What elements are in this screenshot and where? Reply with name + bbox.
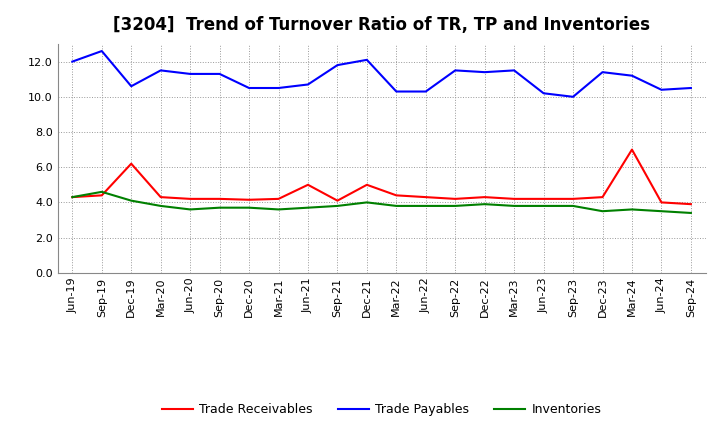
Trade Receivables: [186, 196, 194, 202]
Trade Receivables: [304, 182, 312, 187]
Trade Receivables: [333, 198, 342, 203]
Inventories: [687, 210, 696, 216]
Inventories: [451, 203, 459, 209]
Trade Payables: [186, 71, 194, 77]
Inventories: [186, 207, 194, 212]
Trade Payables: [392, 89, 400, 94]
Inventories: [480, 202, 489, 207]
Trade Receivables: [421, 194, 430, 200]
Title: [3204]  Trend of Turnover Ratio of TR, TP and Inventories: [3204] Trend of Turnover Ratio of TR, TP…: [113, 16, 650, 34]
Inventories: [392, 203, 400, 209]
Line: Trade Payables: Trade Payables: [72, 51, 691, 97]
Line: Trade Receivables: Trade Receivables: [72, 150, 691, 204]
Trade Payables: [598, 70, 607, 75]
Trade Receivables: [510, 196, 518, 202]
Trade Payables: [245, 85, 253, 91]
Trade Payables: [274, 85, 283, 91]
Trade Payables: [215, 71, 224, 77]
Legend: Trade Receivables, Trade Payables, Inventories: Trade Receivables, Trade Payables, Inven…: [157, 398, 606, 421]
Trade Receivables: [156, 194, 165, 200]
Inventories: [245, 205, 253, 210]
Trade Receivables: [539, 196, 548, 202]
Trade Receivables: [215, 196, 224, 202]
Trade Payables: [569, 94, 577, 99]
Inventories: [598, 209, 607, 214]
Trade Receivables: [657, 200, 666, 205]
Trade Payables: [363, 57, 372, 62]
Trade Receivables: [598, 194, 607, 200]
Trade Receivables: [68, 194, 76, 200]
Trade Payables: [156, 68, 165, 73]
Trade Payables: [97, 48, 106, 54]
Inventories: [421, 203, 430, 209]
Trade Payables: [687, 85, 696, 91]
Trade Receivables: [392, 193, 400, 198]
Trade Payables: [68, 59, 76, 64]
Trade Receivables: [451, 196, 459, 202]
Line: Inventories: Inventories: [72, 192, 691, 213]
Trade Receivables: [569, 196, 577, 202]
Inventories: [304, 205, 312, 210]
Inventories: [628, 207, 636, 212]
Trade Receivables: [363, 182, 372, 187]
Trade Receivables: [274, 196, 283, 202]
Trade Payables: [510, 68, 518, 73]
Inventories: [156, 203, 165, 209]
Inventories: [215, 205, 224, 210]
Trade Payables: [539, 91, 548, 96]
Trade Receivables: [245, 197, 253, 202]
Trade Payables: [421, 89, 430, 94]
Trade Payables: [628, 73, 636, 78]
Trade Receivables: [480, 194, 489, 200]
Trade Payables: [127, 84, 135, 89]
Inventories: [68, 194, 76, 200]
Inventories: [657, 209, 666, 214]
Trade Payables: [657, 87, 666, 92]
Inventories: [333, 203, 342, 209]
Trade Payables: [451, 68, 459, 73]
Trade Payables: [333, 62, 342, 68]
Inventories: [127, 198, 135, 203]
Inventories: [569, 203, 577, 209]
Trade Receivables: [687, 202, 696, 207]
Inventories: [274, 207, 283, 212]
Trade Payables: [304, 82, 312, 87]
Trade Receivables: [628, 147, 636, 152]
Inventories: [510, 203, 518, 209]
Trade Receivables: [97, 193, 106, 198]
Trade Payables: [480, 70, 489, 75]
Inventories: [539, 203, 548, 209]
Trade Receivables: [127, 161, 135, 166]
Inventories: [97, 189, 106, 194]
Inventories: [363, 200, 372, 205]
